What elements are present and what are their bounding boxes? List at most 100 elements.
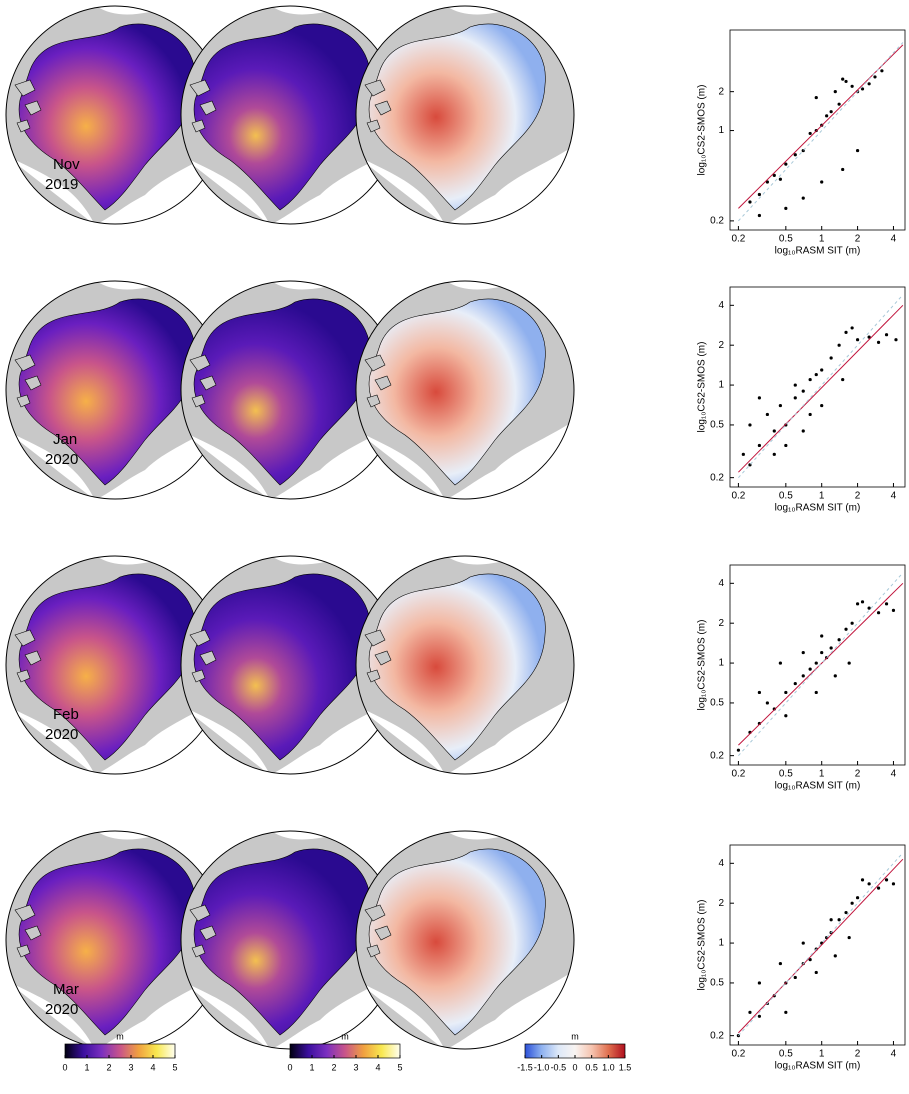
scatter-point [844,628,847,631]
scatter-point [877,611,880,614]
colorbar-tick-label: 1 [84,1062,89,1072]
colorbar-tick-label: -1.5 [517,1062,533,1072]
scatter-point [784,207,787,210]
y-tick-label: 2 [718,86,724,97]
scatter-point [742,453,745,456]
y-tick-label: 1 [718,380,724,391]
x-tick-label: 1 [819,491,825,502]
y-axis-label: log₁₀CS2-SMOS (m) [697,900,708,991]
map-year: 2020 [45,1001,78,1018]
colorbar-tick-label: -0.5 [551,1062,567,1072]
scatter-point [758,691,761,694]
scatter-point [844,911,847,914]
x-tick-label: 2 [855,491,861,502]
scatter-point [758,396,761,399]
scatter-point [820,180,823,183]
colorbar-tick-label: 0 [62,1062,67,1072]
x-axis-label: log₁₀RASM SIT (m) [775,781,861,792]
scatter-point [868,82,871,85]
colorbar-tick-label: 3 [128,1062,133,1072]
y-tick-label: 1 [718,125,724,136]
scatter-point [820,651,823,654]
y-tick-label: 1 [718,938,724,949]
scatter-point [830,110,833,113]
scatter-point [851,622,854,625]
x-tick-label: 2 [855,1049,861,1060]
scatter-point [885,878,888,881]
scatter-point [766,413,769,416]
figure: Nov2019Jan2020Feb2020Mar2020 0.20.51240.… [0,0,909,1094]
x-tick-label: 4 [891,769,897,780]
scatter-point [815,96,818,99]
scatter-point [758,214,761,217]
scatter-point [894,338,897,341]
colorbar-title: m [341,1031,349,1041]
scatter-point [834,674,837,677]
scatter-point [856,338,859,341]
scatter-point [844,80,847,83]
scatter-point [784,691,787,694]
scatter-point [758,193,761,196]
x-tick-label: 1 [819,234,825,245]
scatter-point [748,423,751,426]
scatter-point [856,896,859,899]
scatter-point [758,1015,761,1018]
y-tick-label: 4 [718,858,724,869]
x-tick-label: 0.5 [779,234,793,245]
scatter-point [784,1011,787,1014]
map-year: 2020 [45,451,78,468]
colorbar-tick-label: 0.5 [585,1062,598,1072]
scatter-point [841,168,844,171]
x-tick-label: 0.5 [779,491,793,502]
x-tick-label: 0.2 [731,491,745,502]
colorbar-tick-label: 1 [309,1062,314,1072]
scatter-point [802,651,805,654]
scatter-point [748,1011,751,1014]
colorbar-tick-label: 1.0 [602,1062,615,1072]
scatter-point [748,200,751,203]
scatter-point [758,981,761,984]
map-year: 2019 [45,176,78,193]
scatter-point [851,326,854,329]
y-tick-label: 0.5 [710,420,724,431]
scatter-point [838,918,841,921]
map-month: Nov [53,156,80,173]
y-tick-label: 0.2 [710,1030,724,1041]
colorbar-tick-label: 0 [572,1062,577,1072]
y-tick-label: 0.2 [710,216,724,227]
scatter-point [820,634,823,637]
y-tick-label: 2 [718,340,724,351]
y-tick-label: 0.5 [710,978,724,989]
y-axis-label: log₁₀CS2-SMOS (m) [697,85,708,176]
scatter-point [779,661,782,664]
plot-frame [730,565,905,765]
scatter-point [885,333,888,336]
scatter-point [841,78,844,81]
scatter-point [880,69,883,72]
scatter-point [802,674,805,677]
scatter-point [773,453,776,456]
scatter-point [815,373,818,376]
scatter-point [877,341,880,344]
scatter-point [815,691,818,694]
scatter-point [848,936,851,939]
map [355,5,575,225]
map-month: Jan [53,431,77,448]
x-tick-label: 1 [819,769,825,780]
plot-frame [730,845,905,1045]
scatter-point [802,941,805,944]
y-tick-label: 0.2 [710,472,724,483]
y-tick-label: 0.2 [710,750,724,761]
scatter-point [885,602,888,605]
y-tick-label: 4 [718,578,724,589]
scatter-point [820,404,823,407]
y-tick-label: 2 [718,898,724,909]
colorbar-tick-label: 4 [375,1062,380,1072]
x-tick-label: 0.2 [731,1049,745,1060]
scatter-point [856,149,859,152]
scatter-point [758,444,761,447]
scatter-point [868,882,871,885]
plot-frame [730,287,905,487]
scatter-point [830,356,833,359]
